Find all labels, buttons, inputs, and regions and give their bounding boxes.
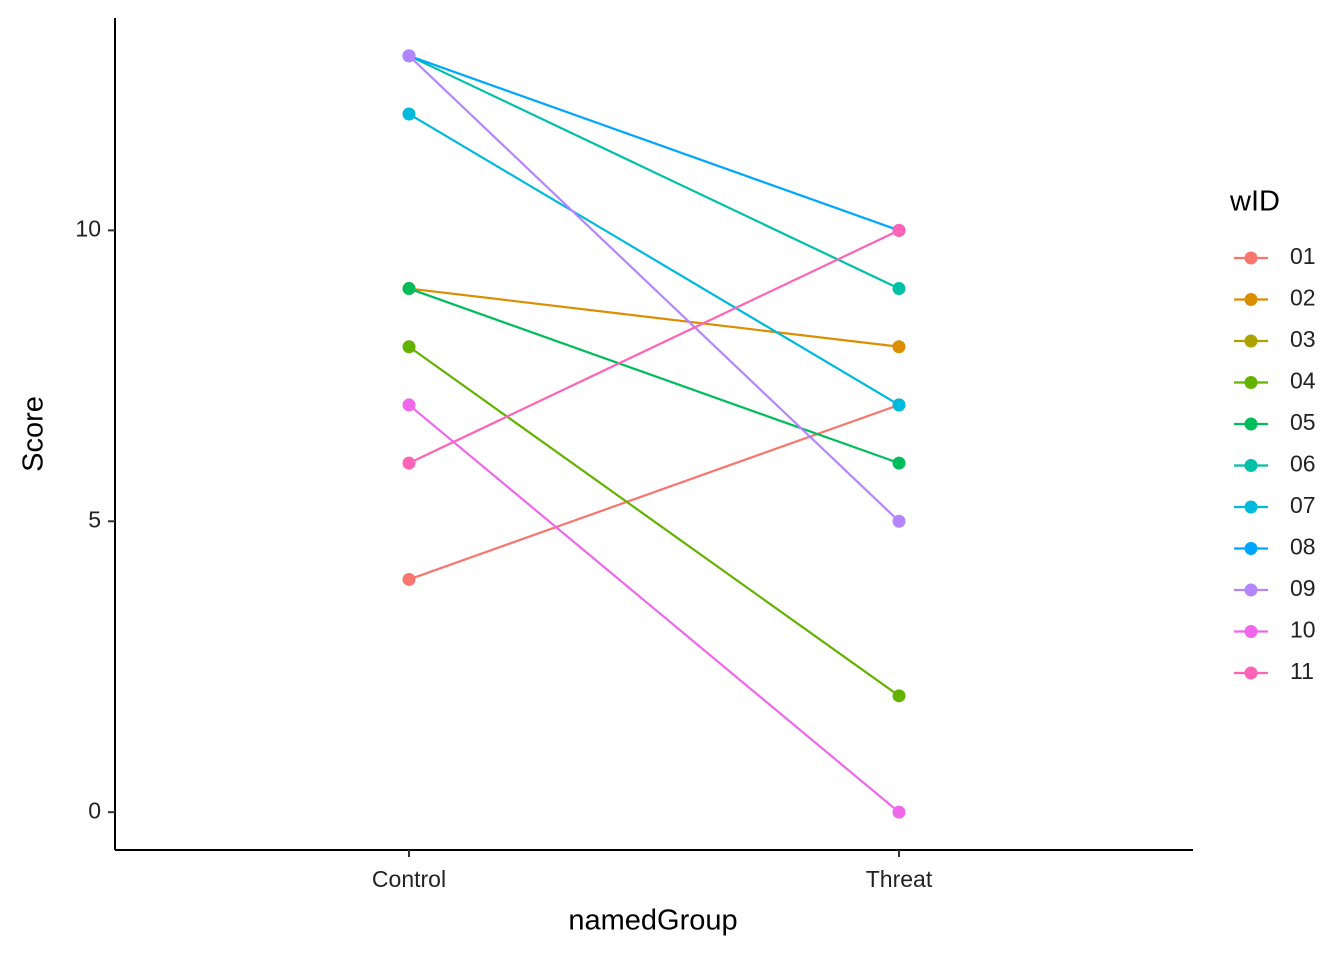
point	[402, 282, 416, 296]
x-tick-label: Control	[372, 866, 446, 892]
point	[402, 340, 416, 354]
point	[892, 456, 906, 470]
legend-label: 08	[1290, 534, 1316, 560]
legend-key-point	[1244, 625, 1258, 638]
legend-key-point	[1244, 666, 1258, 680]
legend-key-point	[1244, 583, 1258, 597]
y-tick-label: 5	[88, 506, 101, 532]
point	[402, 398, 416, 412]
point	[892, 514, 906, 528]
series-line	[408, 287, 900, 465]
legend-key-point	[1244, 376, 1258, 389]
series-line	[408, 404, 900, 814]
series-line	[408, 54, 900, 232]
point	[402, 456, 416, 470]
legend-label: 04	[1290, 368, 1316, 394]
series-line	[408, 54, 900, 290]
point	[402, 107, 416, 121]
y-tick-label: 10	[75, 215, 101, 241]
legend-title: wID	[1229, 186, 1280, 218]
x-tick-label: Threat	[866, 866, 933, 892]
series-line	[408, 403, 900, 581]
point	[402, 572, 416, 586]
series-line	[408, 229, 900, 465]
legend-label: 02	[1290, 285, 1316, 311]
legend-label: 07	[1290, 492, 1316, 518]
series-line	[408, 287, 900, 348]
series-line	[408, 345, 900, 697]
point	[892, 689, 906, 703]
point	[892, 398, 906, 412]
point	[892, 223, 906, 237]
legend-key-point	[1244, 500, 1258, 514]
legend-label: 03	[1290, 326, 1316, 352]
legend-label: 09	[1290, 575, 1316, 601]
legend-key-point	[1244, 334, 1258, 348]
legend-key-point	[1244, 459, 1258, 472]
legend-label: 06	[1290, 451, 1316, 477]
legend-key-point	[1244, 542, 1258, 555]
legend-key-point	[1244, 293, 1258, 306]
point	[892, 340, 906, 354]
y-axis-label: Score	[18, 396, 50, 472]
legend-key-point	[1244, 417, 1258, 431]
point	[892, 805, 906, 819]
legend-label: 05	[1290, 409, 1316, 435]
series-line	[408, 113, 900, 406]
legend-label: 11	[1290, 658, 1314, 684]
legend-label: 10	[1290, 617, 1316, 643]
legend-key-point	[1244, 251, 1258, 265]
legend-label: 01	[1290, 243, 1316, 269]
series-line	[408, 55, 900, 523]
point	[402, 49, 416, 63]
x-axis-label: namedGroup	[568, 905, 737, 937]
point	[892, 282, 906, 296]
y-tick-label: 0	[88, 797, 101, 823]
